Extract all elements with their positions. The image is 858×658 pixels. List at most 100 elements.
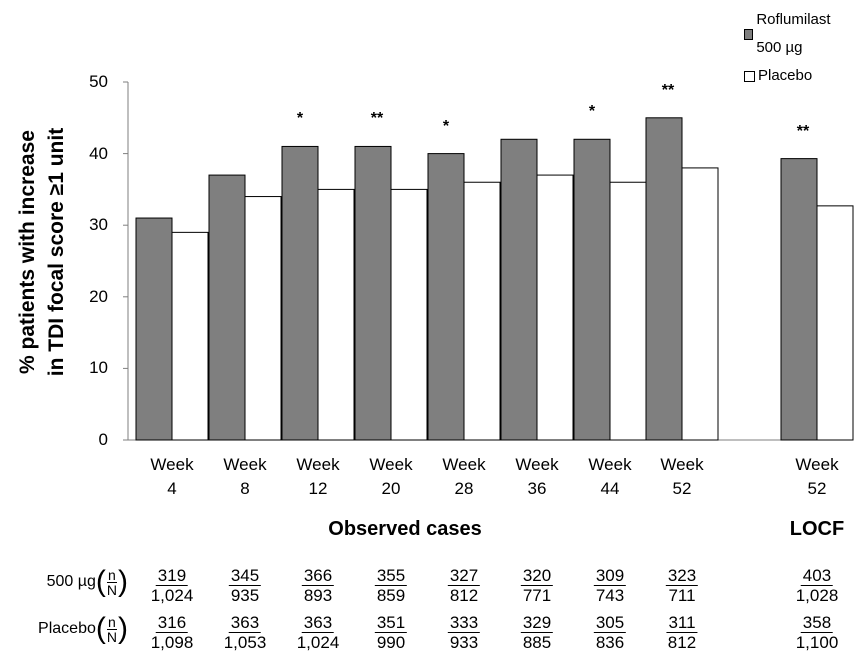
- x-tick-label-number: 12: [308, 479, 328, 498]
- fraction-denominator: 859: [376, 586, 406, 605]
- x-tick-label: Week 28: [442, 453, 485, 501]
- x-tick-label: Week 12: [296, 453, 339, 501]
- group-label-locf: LOCF: [789, 518, 845, 540]
- fraction-denominator: 1,053: [223, 633, 267, 652]
- x-tick-label-week: Week: [795, 455, 839, 474]
- fraction-numerator: 351: [374, 613, 408, 633]
- legend-item-roflumilast: Roflumilast 500 µg: [744, 6, 858, 62]
- y-tick-label: 20: [89, 286, 108, 306]
- x-tick-label: Week 36: [515, 453, 558, 501]
- fraction-numerator: 363: [301, 613, 335, 633]
- n-symbol: n: [107, 566, 117, 583]
- table-fraction-placebo: 316 1,098: [151, 613, 194, 652]
- y-tick-label: 50: [89, 72, 108, 91]
- x-tick-label-number: 44: [600, 479, 620, 498]
- x-tick-label: Week 52: [660, 453, 703, 501]
- x-tick-label-week: Week: [150, 455, 194, 474]
- table-fraction-roflumilast: 345 935: [228, 566, 262, 605]
- fraction-numerator: 309: [593, 566, 627, 586]
- N-symbol: N: [106, 628, 117, 644]
- fraction-numerator: 305: [593, 613, 627, 633]
- table-fraction-roflumilast: 309 743: [593, 566, 627, 605]
- x-tick-label: Week 20: [369, 453, 412, 501]
- table-fraction-roflumilast: 355 859: [374, 566, 408, 605]
- x-tick-label-number: 28: [454, 479, 474, 498]
- close-paren: ): [118, 565, 128, 598]
- fraction-numerator: 327: [447, 566, 481, 586]
- x-tick-label: Week 4: [150, 453, 193, 501]
- x-tick-label-week: Week: [515, 455, 559, 474]
- fraction-numerator: 363: [228, 613, 262, 633]
- fraction-denominator: 812: [667, 633, 697, 652]
- fraction-numerator: 320: [520, 566, 554, 586]
- x-tick-label-week: Week: [223, 455, 267, 474]
- x-tick-label: Week 8: [223, 453, 266, 501]
- fraction-denominator: 933: [449, 633, 479, 652]
- bar-placebo: [681, 167, 719, 441]
- table-fraction-placebo: 351 990: [374, 613, 408, 652]
- x-tick-label-week: Week: [588, 455, 632, 474]
- table-fraction-placebo: 333 933: [447, 613, 481, 652]
- close-paren: ): [118, 614, 128, 644]
- legend-item-placebo: Placebo: [744, 62, 858, 90]
- table-fraction-roflumilast: 366 893: [301, 566, 335, 605]
- legend-swatch-placebo: [744, 70, 755, 82]
- legend-swatch-roflumilast: [744, 28, 754, 40]
- fraction-denominator: 935: [230, 586, 260, 605]
- fraction-numerator: 345: [228, 566, 262, 586]
- fraction-denominator: 711: [668, 586, 696, 605]
- table-fraction-placebo: 329 885: [520, 613, 554, 652]
- bar-placebo: [609, 181, 647, 441]
- bar-roflumilast: [135, 217, 173, 441]
- x-tick-label-number: 52: [672, 479, 692, 498]
- bar-roflumilast: [208, 174, 246, 441]
- fraction-denominator: 893: [303, 586, 333, 605]
- bar-roflumilast: [427, 153, 465, 441]
- table-fraction-roflumilast: 323 711: [665, 566, 699, 605]
- x-tick-label-number: 8: [240, 479, 250, 498]
- fraction-numerator: 366: [301, 566, 335, 586]
- significance-marker: *: [296, 110, 304, 128]
- fraction-numerator: 403: [800, 566, 834, 586]
- significance-marker: *: [588, 103, 596, 121]
- legend: Roflumilast 500 µg Placebo: [744, 6, 858, 90]
- fraction-numerator: 355: [374, 566, 408, 586]
- bar-placebo: [171, 231, 209, 441]
- x-tick-label: Week 44: [588, 453, 631, 501]
- table-fraction-roflumilast: 327 812: [447, 566, 481, 605]
- open-paren: (: [95, 565, 106, 598]
- y-tick-label: 30: [89, 215, 108, 235]
- table-fraction-roflumilast: 320 771: [520, 566, 554, 605]
- bar-roflumilast: [573, 138, 611, 441]
- x-tick-label-week: Week: [660, 455, 704, 474]
- legend-label-placebo: Placebo: [758, 67, 813, 84]
- y-axis-title: % patients with increase in TDI focal sc…: [6, 82, 78, 422]
- bar-roflumilast: [281, 145, 319, 441]
- fraction-denominator: 1,100: [795, 633, 839, 652]
- table-row-title-placebo: Placebo: [38, 620, 96, 637]
- bar-roflumilast: [354, 145, 392, 441]
- group-label-observed: Observed cases: [328, 518, 482, 540]
- y-tick-label: 40: [89, 143, 108, 163]
- fraction-numerator: 329: [520, 613, 554, 633]
- fraction-numerator: 319: [155, 566, 189, 586]
- bar-placebo: [390, 188, 428, 441]
- table-fraction-placebo: 305 836: [593, 613, 627, 652]
- fraction-numerator: 311: [666, 613, 698, 633]
- fraction-denominator: 836: [595, 633, 625, 652]
- x-tick-label-week: Week: [296, 455, 340, 474]
- fraction-denominator: 1,024: [296, 633, 340, 652]
- x-tick-label-week: Week: [369, 455, 413, 474]
- table-fraction-placebo: 358 1,100: [796, 613, 839, 652]
- significance-marker: **: [661, 81, 675, 99]
- table-fraction-roflumilast: 403 1,028: [796, 566, 839, 605]
- bar-placebo: [463, 181, 501, 441]
- fraction-denominator: 1,024: [150, 586, 194, 605]
- bar-placebo: [536, 174, 574, 441]
- bar-placebo: [816, 205, 854, 441]
- table-fraction-placebo: 311 812: [666, 613, 698, 652]
